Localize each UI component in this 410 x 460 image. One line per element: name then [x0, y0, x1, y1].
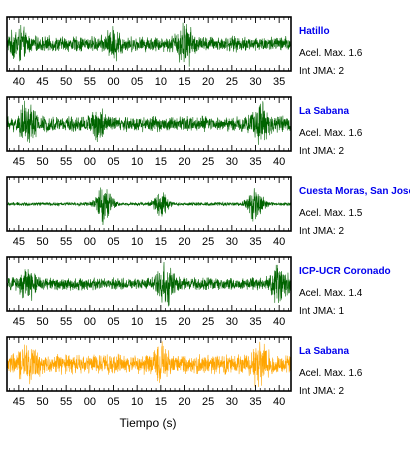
- max-acceleration: Acel. Max. 1.6: [299, 368, 363, 379]
- max-acceleration: Acel. Max. 1.5: [299, 208, 363, 219]
- waveform-trace-3: [6, 187, 292, 226]
- panels-group: 40 45 50 55 00 05 10 15 20 25 30 35 Hatillo Acel. Max…: [6, 16, 410, 408]
- tick-label: 00: [84, 236, 96, 248]
- tick-label: 10: [155, 76, 167, 88]
- tick-label: 55: [60, 156, 72, 168]
- tick-label: 40: [273, 236, 285, 248]
- x-axis-label: Tiempo (s): [120, 416, 177, 430]
- tick-label: 35: [273, 76, 285, 88]
- tick-label: 25: [226, 76, 238, 88]
- jma-intensity: Int JMA: 2: [299, 226, 344, 237]
- tick-label: 05: [107, 236, 119, 248]
- panel-frame-1: [6, 16, 292, 72]
- tick-label: 05: [131, 76, 143, 88]
- tick-label: 25: [202, 316, 214, 328]
- tick-label: 05: [107, 316, 119, 328]
- tick-label: 35: [249, 396, 261, 408]
- tick-label: 10: [131, 156, 143, 168]
- tick-label: 10: [131, 316, 143, 328]
- tick-label: 40: [13, 76, 25, 88]
- tick-label: 20: [178, 316, 190, 328]
- tick-label: 40: [273, 156, 285, 168]
- tick-label: 35: [249, 156, 261, 168]
- tick-label: 50: [36, 236, 48, 248]
- tick-label: 15: [155, 156, 167, 168]
- tick-label: 25: [202, 396, 214, 408]
- tick-label: 20: [178, 396, 190, 408]
- tick-label: 10: [131, 236, 143, 248]
- max-acceleration: Acel. Max. 1.6: [299, 48, 363, 59]
- tick-label: 45: [13, 236, 25, 248]
- tick-label: 40: [273, 316, 285, 328]
- waveform-trace-5: [6, 341, 292, 387]
- tick-label: 55: [60, 236, 72, 248]
- station-name: La Sabana: [299, 106, 349, 117]
- jma-intensity: Int JMA: 2: [299, 386, 344, 397]
- max-acceleration: Acel. Max. 1.4: [299, 288, 363, 299]
- panel-frame-3: [6, 176, 292, 232]
- tick-label: 30: [249, 76, 261, 88]
- tick-label: 50: [36, 156, 48, 168]
- tick-label: 45: [36, 76, 48, 88]
- tick-label: 45: [13, 396, 25, 408]
- station-name: ICP-UCR Coronado: [299, 266, 391, 277]
- waveform-trace-2: [6, 100, 292, 145]
- tick-label: 00: [107, 76, 119, 88]
- tick-label: 25: [202, 236, 214, 248]
- station-name: Hatillo: [299, 26, 330, 37]
- tick-label: 45: [13, 316, 25, 328]
- tick-label: 50: [60, 76, 72, 88]
- tick-label: 50: [36, 316, 48, 328]
- tick-label: 15: [155, 316, 167, 328]
- tick-label: 20: [178, 236, 190, 248]
- tick-label: 05: [107, 156, 119, 168]
- tick-label: 25: [202, 156, 214, 168]
- max-acceleration: Acel. Max. 1.6: [299, 128, 363, 139]
- tick-label: 00: [84, 316, 96, 328]
- tick-label: 30: [226, 316, 238, 328]
- tick-label: 20: [202, 76, 214, 88]
- tick-label: 50: [36, 396, 48, 408]
- station-name: La Sabana: [299, 346, 349, 357]
- tick-label: 40: [273, 396, 285, 408]
- tick-label: 35: [249, 316, 261, 328]
- jma-intensity: Int JMA: 2: [299, 66, 344, 77]
- tick-label: 55: [60, 396, 72, 408]
- tick-label: 30: [226, 156, 238, 168]
- tick-label: 30: [226, 236, 238, 248]
- tick-label: 15: [155, 396, 167, 408]
- waveform-trace-1: [6, 22, 292, 67]
- tick-label: 20: [178, 156, 190, 168]
- tick-label: 30: [226, 396, 238, 408]
- tick-label: 45: [13, 156, 25, 168]
- tick-label: 15: [178, 76, 190, 88]
- waveform-trace-4: [6, 262, 292, 307]
- panel-frame-2: [6, 96, 292, 152]
- tick-label: 10: [131, 396, 143, 408]
- tick-label: 00: [84, 156, 96, 168]
- jma-intensity: Int JMA: 2: [299, 146, 344, 157]
- tick-label: 05: [107, 396, 119, 408]
- jma-intensity: Int JMA: 1: [299, 306, 344, 317]
- panel-frame-4: [6, 256, 292, 312]
- panel-frame-5: [6, 336, 292, 392]
- tick-label: 35: [249, 236, 261, 248]
- station-name: Cuesta Moras, San Jose: [299, 186, 410, 197]
- tick-label: 15: [155, 236, 167, 248]
- tick-label: 00: [84, 396, 96, 408]
- tick-label: 55: [84, 76, 96, 88]
- tick-label: 55: [60, 316, 72, 328]
